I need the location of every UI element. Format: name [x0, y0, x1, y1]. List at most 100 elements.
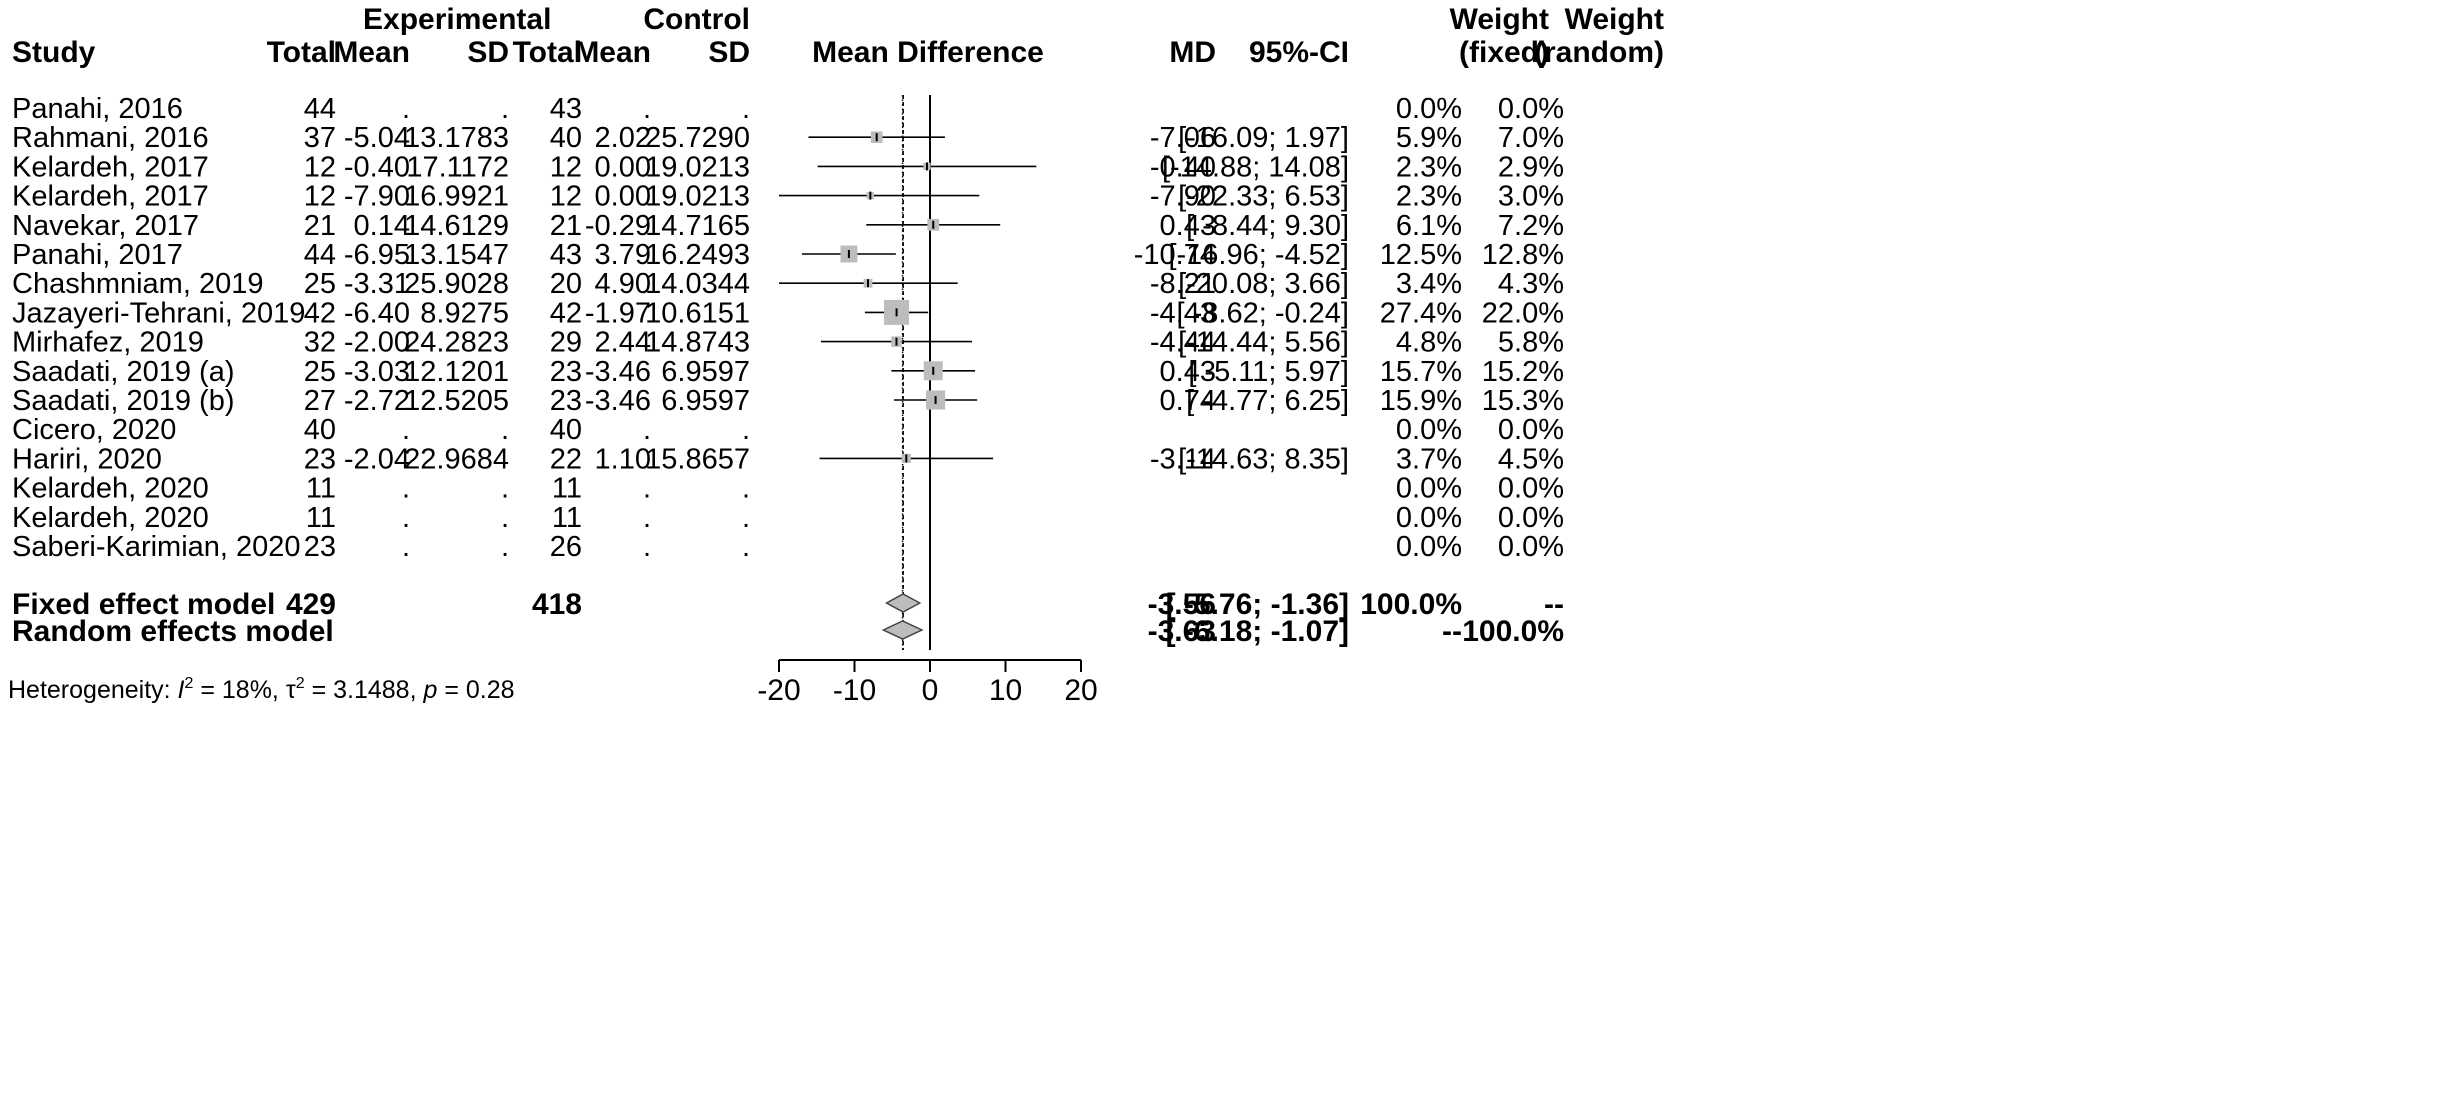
c-mean-cell: -0.29	[585, 210, 651, 242]
c-total-cell: 11	[552, 473, 582, 505]
e-total-cell: 21	[304, 210, 336, 242]
e-sd-cell: 22.9684	[404, 443, 509, 475]
c-mean-cell: 1.10	[595, 443, 651, 475]
study-rows: Panahi, 2016 44.. 43.. 0.0% 0.0%Rahmani, 201…	[12, 93, 1564, 563]
c-sd-cell: 14.7165	[645, 210, 750, 242]
e-total-cell: 27	[304, 385, 336, 417]
study-name: Rahmani, 2016	[12, 122, 209, 154]
weight-random-cell: 4.3%	[1498, 268, 1564, 300]
e-total-cell: 40	[304, 414, 336, 446]
weight-random-cell: 15.3%	[1482, 385, 1564, 417]
c-sd-cell: 10.6151	[645, 297, 750, 329]
c-mean-cell: 4.90	[595, 268, 651, 300]
fixed-c-total: 418	[532, 588, 582, 621]
e-mean-cell: -2.00	[344, 327, 410, 359]
summary-rows: Fixed effect model 429 418 -3.56[ -5.76; -1…	[12, 588, 1564, 648]
weight-fixed-cell: 27.4%	[1380, 297, 1462, 329]
weight-random-cell: 15.2%	[1482, 356, 1564, 388]
e-total-cell: 12	[304, 181, 336, 213]
study-name: Kelardeh, 2017	[12, 151, 209, 183]
tick-label: 20	[1064, 674, 1097, 707]
e-total-cell: 25	[304, 356, 336, 388]
c-sd-cell: .	[742, 473, 750, 505]
random-model-label: Random effects model	[12, 615, 334, 648]
c-mean-cell: 2.44	[595, 327, 651, 359]
c-mean-header: Mean	[574, 36, 651, 69]
e-total-cell: 23	[304, 443, 336, 475]
e-total-header: Total	[267, 36, 336, 69]
weight-fixed-cell: 4.8%	[1396, 327, 1462, 359]
e-sd-cell: 12.1201	[404, 356, 509, 388]
ci-header: 95%-CI	[1249, 36, 1349, 69]
weight-random-cell: 5.8%	[1498, 327, 1564, 359]
weight-random-cell: 4.5%	[1498, 443, 1564, 475]
c-sd-cell: .	[742, 502, 750, 534]
c-total-cell: 23	[550, 385, 582, 417]
c-total-cell: 43	[550, 239, 582, 271]
study-name: Saberi-Karimian, 2020	[12, 531, 301, 563]
tick-label: -10	[833, 674, 876, 707]
weight-random-cell: 2.9%	[1498, 151, 1564, 183]
weight-random-cell: 12.8%	[1482, 239, 1564, 271]
weight-fixed-cell: 3.7%	[1396, 443, 1462, 475]
random-effect-diamond	[881, 620, 924, 640]
study-name: Kelardeh, 2017	[12, 181, 209, 213]
e-total-cell: 32	[304, 327, 336, 359]
md-cell: -4.43	[1150, 297, 1216, 329]
md-cell: 0.43	[1160, 356, 1216, 388]
weight-random-cell: 0.0%	[1498, 531, 1564, 563]
weight-random-cell: 7.2%	[1498, 210, 1564, 242]
e-sd-cell: .	[501, 93, 509, 125]
weight-fixed-cell: 6.1%	[1396, 210, 1462, 242]
c-sd-header: SD	[708, 36, 750, 69]
weight-random-cell: 3.0%	[1498, 181, 1564, 213]
e-sd-cell: 12.5205	[404, 385, 509, 417]
weight-fixed-cell: 15.9%	[1380, 385, 1462, 417]
e-total-cell: 25	[304, 268, 336, 300]
c-sd-cell: .	[742, 531, 750, 563]
e-sd-cell: 13.1783	[404, 122, 509, 154]
weight-fixed-cell: 0.0%	[1396, 531, 1462, 563]
e-mean-cell: 0.14	[354, 210, 410, 242]
study-name: Saadati, 2019 (a)	[12, 356, 234, 388]
e-sd-cell: .	[501, 502, 509, 534]
weight-random-header: Weight	[1565, 3, 1664, 36]
c-total-cell: 12	[550, 181, 582, 213]
c-sd-cell: .	[742, 93, 750, 125]
c-total-cell: 29	[550, 327, 582, 359]
c-mean-cell: .	[643, 414, 651, 446]
ci-cell: [ -8.44; 9.30]	[1186, 210, 1349, 242]
ci-cell: [ -8.62; -0.24]	[1177, 297, 1350, 329]
c-sd-cell: 16.2493	[645, 239, 750, 271]
e-mean-cell: -2.04	[344, 443, 410, 475]
c-total-cell: 40	[550, 414, 582, 446]
c-total-cell: 26	[550, 531, 582, 563]
c-mean-cell: .	[643, 473, 651, 505]
fixed-weight-fixed: 100.0%	[1360, 588, 1462, 621]
e-mean-cell: -3.31	[344, 268, 410, 300]
e-sd-cell: .	[501, 531, 509, 563]
md-cell: 0.74	[1160, 385, 1216, 417]
study-row: Cicero, 2020 40.. 40.. 0.0% 0.0%	[12, 414, 1564, 446]
e-total-cell: 42	[304, 297, 336, 329]
weight-fixed-cell: 12.5%	[1380, 239, 1462, 271]
e-mean-cell: -0.40	[344, 151, 410, 183]
random-header: (random)	[1534, 36, 1664, 69]
md-cell: -0.40	[1150, 151, 1216, 183]
ci-cell: [ -4.77; 6.25]	[1186, 385, 1349, 417]
c-mean-cell: 2.02	[595, 122, 651, 154]
md-cell: -4.44	[1150, 327, 1216, 359]
c-total-cell: 42	[550, 297, 582, 329]
e-mean-cell: .	[402, 93, 410, 125]
fixed-model-row: Fixed effect model 429 418 -3.56[ -5.76; -1…	[12, 588, 1564, 621]
fixed-md: -3.56	[1148, 588, 1216, 621]
weight-random-cell: 0.0%	[1498, 93, 1564, 125]
c-mean-cell: .	[643, 93, 651, 125]
study-header: Study	[12, 36, 96, 69]
e-sd-cell: 17.1172	[406, 151, 509, 183]
